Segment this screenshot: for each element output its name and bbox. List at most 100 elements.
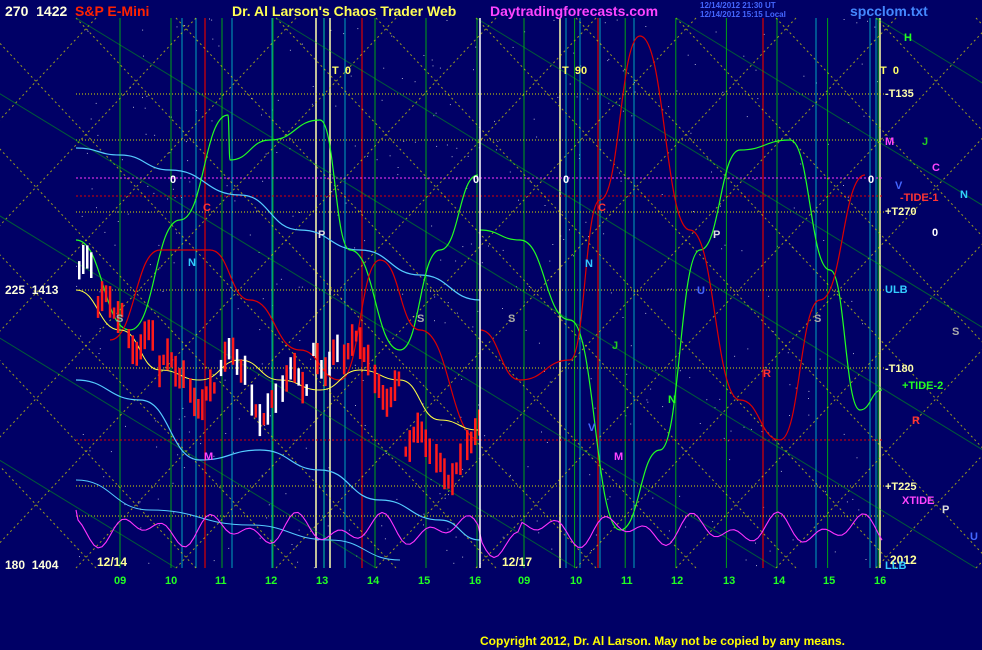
star xyxy=(447,302,449,304)
star xyxy=(512,46,514,48)
diagonal-line xyxy=(175,17,697,569)
price-bar xyxy=(466,430,469,461)
price-bar xyxy=(416,412,419,443)
price-bar xyxy=(243,355,247,385)
diagonal-line-green xyxy=(275,17,982,451)
star xyxy=(477,310,479,312)
star xyxy=(846,501,848,503)
star xyxy=(157,498,159,500)
star xyxy=(595,534,597,536)
star xyxy=(453,562,455,564)
star xyxy=(772,331,774,333)
star xyxy=(433,115,435,117)
hour-label: 09 xyxy=(114,575,127,587)
hour-label: 13 xyxy=(723,575,736,587)
star xyxy=(213,455,215,457)
star xyxy=(104,231,106,233)
star xyxy=(460,416,462,418)
price-bar xyxy=(389,387,393,408)
price-bar xyxy=(213,382,216,394)
star xyxy=(618,172,620,174)
planet-marker: N xyxy=(585,258,593,270)
star xyxy=(552,244,554,245)
right-label-r: R xyxy=(912,415,920,427)
star xyxy=(403,140,405,142)
star xyxy=(280,278,282,280)
star xyxy=(645,312,647,314)
hour-label: 11 xyxy=(621,575,633,587)
star xyxy=(631,115,633,117)
star xyxy=(634,91,636,93)
star xyxy=(874,26,876,28)
diagonal-line-green xyxy=(75,17,977,569)
star xyxy=(172,188,174,190)
star xyxy=(715,31,717,33)
star xyxy=(622,317,624,318)
star xyxy=(668,530,670,532)
price-bar xyxy=(250,384,254,416)
price-bar xyxy=(377,373,381,398)
star xyxy=(694,64,696,65)
star xyxy=(610,292,612,294)
star xyxy=(455,260,457,262)
cyan-band-curve xyxy=(75,147,481,301)
star xyxy=(730,430,732,432)
star xyxy=(237,308,239,310)
star xyxy=(211,19,213,21)
star xyxy=(148,562,150,564)
star xyxy=(183,467,185,469)
price-bar xyxy=(281,375,284,402)
diagonal-line-green xyxy=(675,17,982,206)
price-bar xyxy=(266,393,270,425)
star xyxy=(852,498,854,500)
price-bar xyxy=(350,324,354,356)
price-bar xyxy=(293,352,296,383)
star xyxy=(536,520,538,522)
planet-marker: N xyxy=(668,394,676,406)
star xyxy=(827,143,829,145)
price-bars xyxy=(78,244,481,496)
star xyxy=(147,185,149,187)
star xyxy=(268,504,270,506)
star xyxy=(381,525,383,527)
star xyxy=(502,536,504,538)
planet-marker: S xyxy=(417,313,425,325)
star xyxy=(226,185,228,187)
star xyxy=(446,20,448,21)
price-bar xyxy=(151,320,154,351)
xtide-curve xyxy=(75,509,883,559)
star xyxy=(176,232,178,234)
star xyxy=(184,416,186,418)
star xyxy=(432,65,434,67)
star xyxy=(861,63,863,65)
star xyxy=(676,90,678,92)
price-bar xyxy=(297,368,300,386)
star xyxy=(158,244,160,246)
site-url[interactable]: Daytradingforecasts.com xyxy=(490,3,659,19)
star xyxy=(455,178,457,180)
star xyxy=(238,418,240,420)
star xyxy=(808,414,810,416)
star xyxy=(440,259,442,261)
planet-marker: P xyxy=(713,229,721,241)
star xyxy=(153,192,155,194)
star xyxy=(502,308,503,309)
star xyxy=(133,106,134,108)
planet-marker: P xyxy=(318,229,326,241)
t-marker: T 0 xyxy=(880,65,899,77)
star xyxy=(117,211,119,213)
star xyxy=(724,244,726,246)
star xyxy=(121,159,123,161)
price-bar xyxy=(239,359,243,383)
price-bar xyxy=(447,474,450,489)
star xyxy=(604,22,606,24)
star xyxy=(529,180,531,182)
star xyxy=(144,107,146,109)
star xyxy=(620,180,622,182)
hour-label: 12 xyxy=(671,575,684,587)
diagonal-line xyxy=(0,17,297,332)
price-bar xyxy=(412,426,415,443)
price-bar xyxy=(443,458,446,490)
star xyxy=(461,378,463,380)
